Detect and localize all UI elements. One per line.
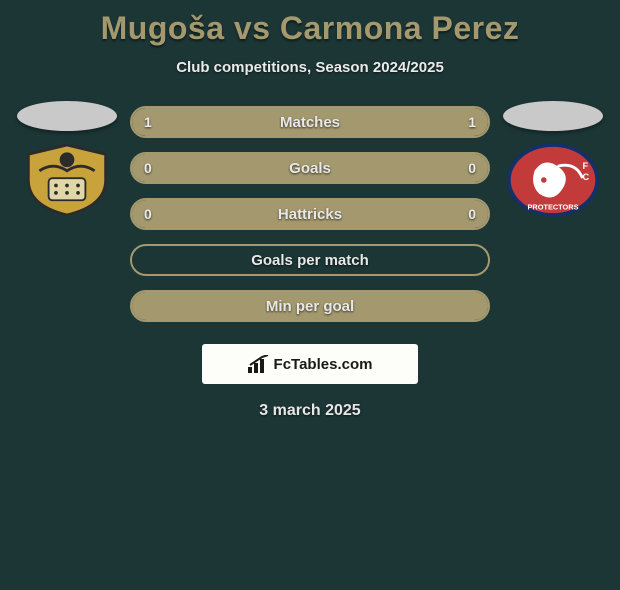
season-subtitle: Club competitions, Season 2024/2025 bbox=[0, 59, 620, 76]
date-line: 3 march 2025 bbox=[0, 402, 620, 420]
stat-value-left: 1 bbox=[144, 114, 152, 130]
stat-bar: 0 Goals 0 bbox=[130, 152, 490, 184]
svg-text:PROTECTORS: PROTECTORS bbox=[528, 202, 579, 211]
chart-icon bbox=[248, 355, 270, 373]
player-left-avatar bbox=[17, 101, 117, 131]
page-title: Mugoša vs Carmona Perez bbox=[0, 10, 620, 47]
stat-label: Goals per match bbox=[251, 252, 369, 269]
stats-column: 1 Matches 1 0 Goals 0 0 Hattricks 0 Goals per mat… bbox=[130, 106, 490, 322]
site-name: FcTables.com bbox=[274, 356, 373, 373]
stat-bar: Goals per match bbox=[130, 244, 490, 276]
player-right-column: PROTECTORS F C bbox=[498, 106, 608, 217]
stat-label: Matches bbox=[280, 114, 340, 131]
stat-value-left: 0 bbox=[144, 160, 152, 176]
shield-icon: PROTECTORS F C bbox=[507, 143, 599, 217]
stat-bar: Min per goal bbox=[130, 290, 490, 322]
stat-label: Goals bbox=[289, 160, 331, 177]
stat-value-right: 0 bbox=[468, 206, 476, 222]
stat-value-right: 1 bbox=[468, 114, 476, 130]
stat-label: Min per goal bbox=[266, 298, 354, 315]
player-right-avatar bbox=[503, 101, 603, 131]
stat-bar: 0 Hattricks 0 bbox=[130, 198, 490, 230]
team-left-badge bbox=[21, 143, 113, 217]
svg-text:C: C bbox=[582, 172, 589, 182]
stat-label: Hattricks bbox=[278, 206, 342, 223]
stat-bar: 1 Matches 1 bbox=[130, 106, 490, 138]
stat-value-left: 0 bbox=[144, 206, 152, 222]
shield-icon bbox=[21, 143, 113, 217]
svg-text:F: F bbox=[582, 161, 588, 171]
player-left-column bbox=[12, 106, 122, 217]
site-badge[interactable]: FcTables.com bbox=[202, 344, 418, 384]
team-right-badge: PROTECTORS F C bbox=[507, 143, 599, 217]
comparison-row: 1 Matches 1 0 Goals 0 0 Hattricks 0 Goals per mat… bbox=[0, 106, 620, 322]
stat-value-right: 0 bbox=[468, 160, 476, 176]
